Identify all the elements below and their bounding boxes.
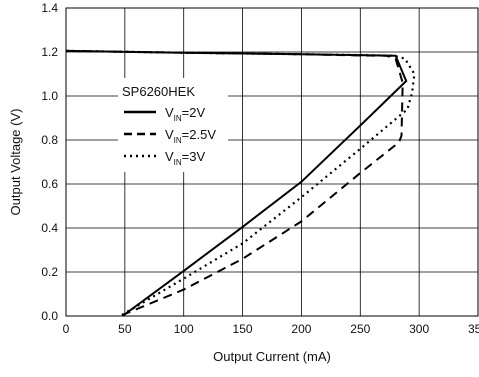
y-tick-label: 0.0 — [41, 309, 58, 323]
tick-labels: 0 50 100 150 200 250 300 350 0.0 0.2 0.4 0.6 0.8 1.0 1… — [41, 1, 479, 336]
x-tick-label: 350 — [468, 322, 479, 336]
y-tick-label: 1.2 — [41, 45, 58, 59]
x-tick-label: 200 — [291, 322, 311, 336]
y-tick-label: 1.4 — [41, 1, 58, 15]
y-tick-label: 0.2 — [41, 265, 58, 279]
x-tick-label: 100 — [174, 322, 194, 336]
x-tick-label: 150 — [233, 322, 253, 336]
series-line-3 — [65, 49, 416, 317]
legend-title: SP6260HEK — [122, 84, 195, 99]
y-tick-label: 0.8 — [41, 133, 58, 147]
y-tick-label: 1.0 — [41, 89, 58, 103]
x-axis-label: Output Current (mA) — [213, 349, 331, 364]
y-tick-label: 0.4 — [41, 221, 58, 235]
series-line-2 — [65, 49, 404, 317]
x-tick-label: 50 — [118, 322, 132, 336]
x-tick-label: 0 — [63, 322, 70, 336]
legend-label-1: VIN=2V — [165, 105, 205, 123]
x-tick-label: 250 — [350, 322, 370, 336]
plot-frame — [65, 7, 479, 317]
y-axis-label: Output Voltage (V) — [8, 109, 23, 216]
y-tick-label: 0.6 — [41, 177, 58, 191]
x-tick-label: 300 — [409, 322, 429, 336]
series-layer — [65, 49, 416, 317]
